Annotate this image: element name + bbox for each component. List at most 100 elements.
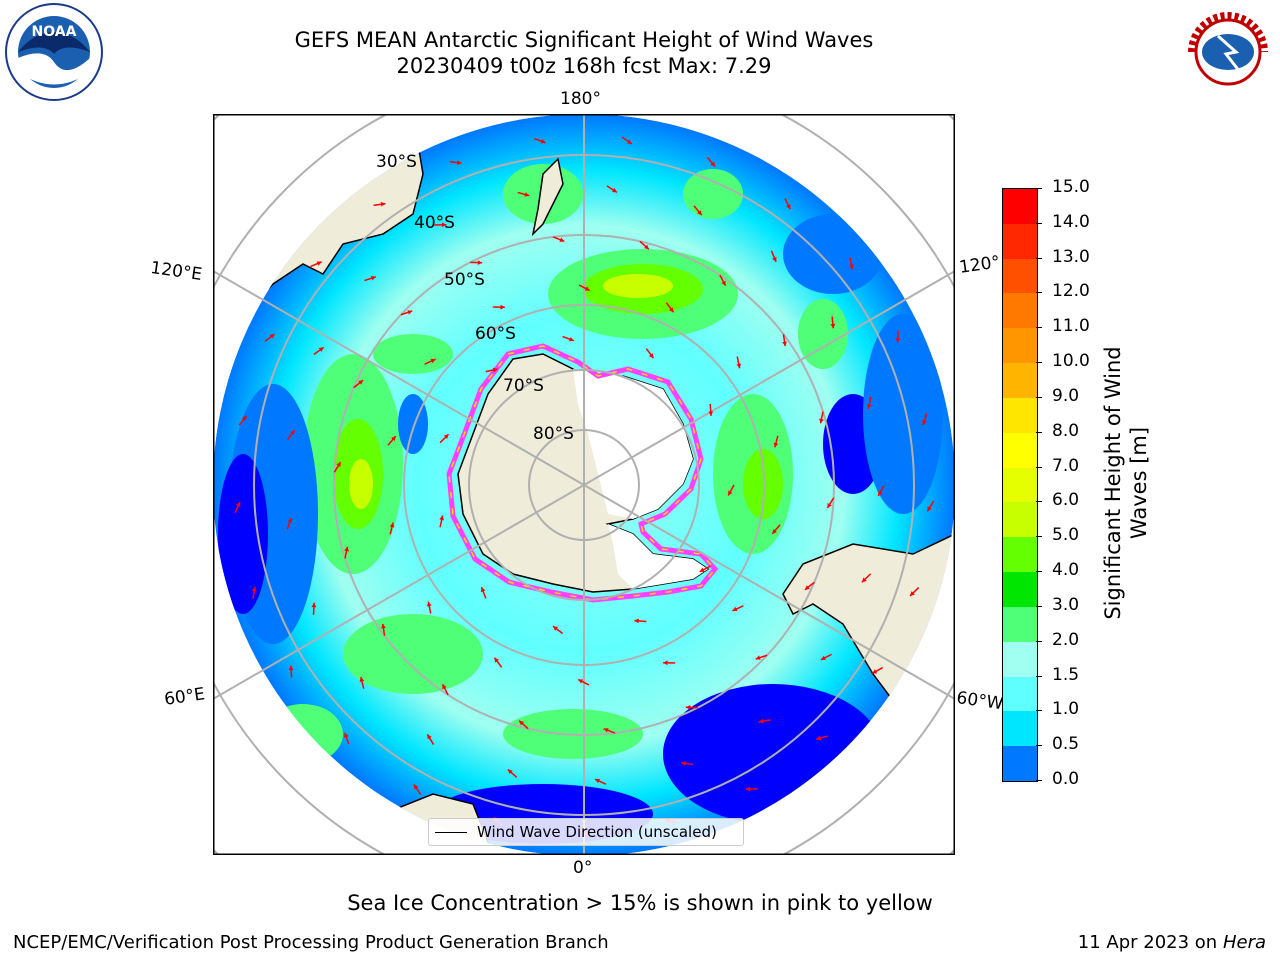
colorbar-tick-mark — [1036, 536, 1042, 538]
colorbar-tick-label: 1.5 — [1052, 664, 1080, 685]
colorbar-tick-label: 0.5 — [1052, 734, 1080, 755]
colorbar-tick-label: 13.0 — [1052, 246, 1090, 267]
colorbar-tick-mark — [1036, 605, 1042, 607]
colorbar-segment — [1003, 502, 1037, 538]
wave-direction-arrow — [771, 524, 781, 535]
wave-direction-arrow — [333, 461, 342, 473]
colorbar-tick-mark — [1036, 188, 1042, 189]
colorbar-tick-label: 1.0 — [1052, 699, 1080, 720]
wave-direction-arrow — [562, 335, 575, 342]
colorbar-tick-mark — [1036, 431, 1042, 433]
lat-label-50s: 50°S — [444, 270, 485, 290]
wave-direction-arrow — [745, 786, 758, 792]
lat-label-30s: 30°S — [376, 152, 417, 172]
colorbar-segment — [1003, 189, 1037, 224]
colorbar-tick-mark — [1036, 257, 1042, 259]
colorbar-tick-mark — [1036, 745, 1042, 747]
wave-direction-arrow — [480, 586, 487, 599]
lon-label-60e: 60°E — [163, 684, 207, 710]
colorbar-segment — [1003, 363, 1037, 398]
wave-direction-arrow — [387, 435, 397, 446]
wave-direction-arrow — [517, 191, 530, 197]
wave-direction-arrow — [909, 587, 920, 597]
colorbar-tick-label: 4.0 — [1052, 560, 1080, 581]
wave-direction-arrow — [234, 501, 241, 514]
wave-direction-arrow — [534, 137, 546, 144]
colorbar-segment — [1003, 676, 1037, 712]
colorbar-tick-mark — [1036, 675, 1042, 677]
legend-line-icon — [435, 831, 467, 833]
wave-direction-arrow — [313, 346, 325, 356]
lon-label-60w: 60°W — [955, 688, 1005, 715]
wave-direction-arrow — [594, 778, 607, 785]
wave-direction-arrow — [606, 185, 618, 194]
wave-direction-arrow — [645, 348, 655, 359]
wave-direction-arrow — [413, 784, 422, 795]
wave-direction-arrow — [758, 718, 771, 724]
colorbar-segment — [1003, 641, 1037, 677]
wave-direction-arrow — [518, 720, 529, 730]
wave-direction-arrow — [826, 497, 835, 509]
wave-direction-arrow — [816, 735, 829, 741]
colorbar-tick-label: 3.0 — [1052, 594, 1080, 615]
colorbar-segment — [1003, 223, 1037, 259]
colorbar-segment — [1003, 432, 1037, 468]
wave-direction-arrow — [685, 704, 698, 710]
colorbar-tick-mark — [1036, 466, 1042, 468]
wave-direction-arrow — [426, 601, 432, 614]
footer-right: 11 Apr 2023 on Hera — [1078, 932, 1266, 953]
wave-direction-arrow — [288, 665, 294, 678]
colorbar-tick-mark — [1036, 780, 1042, 781]
colorbar-tick-label: 11.0 — [1052, 316, 1090, 337]
colorbar-tick-mark — [1036, 362, 1042, 364]
noaa-logo: NOAA — [4, 2, 104, 102]
wave-direction-arrow — [310, 261, 322, 268]
wave-direction-arrow — [871, 666, 884, 675]
wave-direction-arrow — [603, 727, 616, 734]
svg-text:NOAA: NOAA — [32, 24, 77, 40]
wave-direction-arrow — [804, 581, 815, 591]
lon-label-0: 0° — [573, 858, 593, 878]
wave-direction-arrow — [441, 683, 449, 696]
wave-direction-arrow — [849, 257, 854, 270]
colorbar-tick-label: 2.0 — [1052, 629, 1080, 650]
colorbar-segment — [1003, 537, 1037, 573]
colorbar-segment — [1003, 397, 1037, 433]
wave-direction-arrow — [552, 625, 564, 635]
wave-direction-arrow — [621, 136, 633, 145]
lat-label-70s: 70°S — [503, 376, 544, 396]
wave-direction-arrow — [439, 433, 450, 444]
colorbar-tick-label: 7.0 — [1052, 455, 1080, 476]
wave-direction-arrow — [251, 586, 257, 599]
wave-direction-arrow — [577, 678, 590, 686]
wave-direction-arrow — [238, 415, 248, 426]
sea-ice-note: Sea Ice Concentration > 15% is shown in … — [347, 891, 933, 915]
legend-label: Wind Wave Direction (unscaled) — [477, 823, 717, 841]
chart-subtitle: 20230409 t00z 168h fcst Max: 7.29 — [396, 54, 772, 78]
wave-direction-arrow — [264, 333, 275, 342]
wave-direction-arrow — [681, 761, 694, 766]
wave-direction-arrow — [719, 274, 727, 287]
polar-map — [63, 0, 1105, 960]
wave-direction-arrow — [426, 733, 435, 745]
nws-logo — [1178, 2, 1278, 102]
colorbar-segment — [1003, 606, 1037, 642]
wave-direction-arrow — [773, 435, 779, 448]
colorbar-tick-label: 8.0 — [1052, 420, 1080, 441]
wave-direction-arrow — [926, 500, 935, 512]
map-legend: Wind Wave Direction (unscaled) — [428, 818, 744, 846]
colorbar-tick-mark — [1036, 222, 1042, 224]
wave-direction-arrow — [782, 334, 787, 347]
wave-direction-arrow — [485, 367, 498, 373]
wave-direction-arrow — [736, 356, 742, 369]
sea-ice-edge — [446, 343, 719, 603]
colorbar-tick-label: 9.0 — [1052, 385, 1080, 406]
wave-direction-arrow — [663, 660, 676, 666]
wave-direction-arrow — [639, 240, 650, 250]
lat-label-40s: 40°S — [414, 213, 455, 233]
wave-direction-arrow — [877, 485, 885, 497]
lon-label-120w: 120° — [958, 252, 1002, 278]
colorbar-segment — [1003, 258, 1037, 294]
wave-height-patches — [218, 164, 943, 844]
colorbar-segment — [1003, 328, 1037, 364]
